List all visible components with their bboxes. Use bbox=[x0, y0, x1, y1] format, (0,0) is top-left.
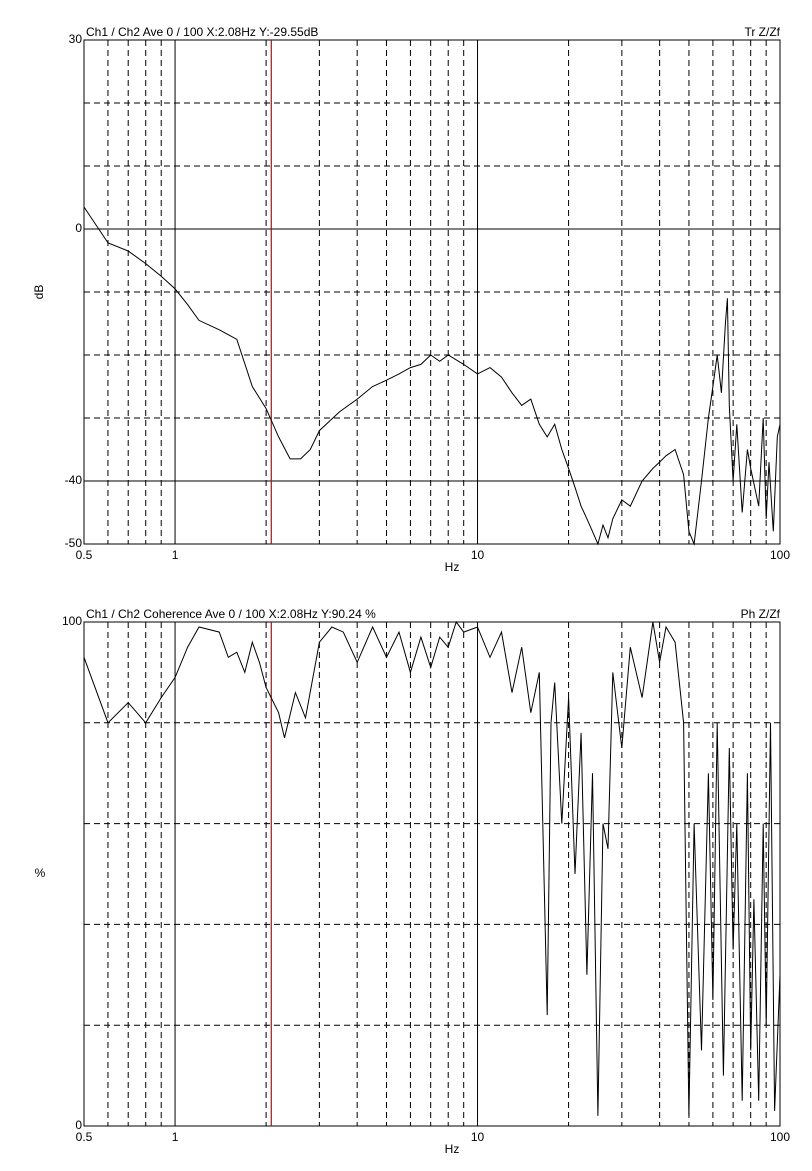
x-tick-label: 1 bbox=[172, 548, 179, 562]
x-tick-label: 0.5 bbox=[76, 1130, 93, 1144]
y-tick-label: 100 bbox=[62, 614, 82, 628]
y-axis-label: % bbox=[35, 866, 46, 880]
header-text: Ch1 / Ch2 Coherence Ave 0 / 100 X:2.08Hz… bbox=[86, 607, 376, 621]
x-tick-label: 10 bbox=[471, 1130, 485, 1144]
x-axis-label: Hz bbox=[445, 1142, 460, 1156]
x-tick-label: 100 bbox=[770, 1130, 790, 1144]
header-text: Ch1 / Ch2 Ave 0 / 100 X:2.08Hz Y:-29.55d… bbox=[86, 25, 318, 39]
header-right: Ph Z/Zf bbox=[741, 607, 781, 621]
data-line bbox=[83, 620, 781, 1116]
y-tick-label: 0 bbox=[75, 221, 82, 235]
plot-frame bbox=[83, 39, 781, 545]
x-tick-label: 100 bbox=[770, 548, 790, 562]
y-tick-label: -40 bbox=[65, 473, 83, 487]
x-tick-label: 1 bbox=[172, 1130, 179, 1144]
data-line bbox=[83, 206, 781, 546]
y-tick-label: 0 bbox=[75, 1118, 82, 1132]
plot-frame bbox=[83, 621, 781, 1127]
x-axis-label: Hz bbox=[445, 560, 460, 574]
y-tick-label: 30 bbox=[69, 32, 83, 46]
x-tick-label: 0.5 bbox=[76, 548, 93, 562]
y-tick-label: -50 bbox=[65, 536, 83, 550]
y-axis-label: dB bbox=[32, 285, 46, 300]
x-tick-label: 10 bbox=[471, 548, 485, 562]
header-right: Tr Z/Zf bbox=[744, 25, 780, 39]
